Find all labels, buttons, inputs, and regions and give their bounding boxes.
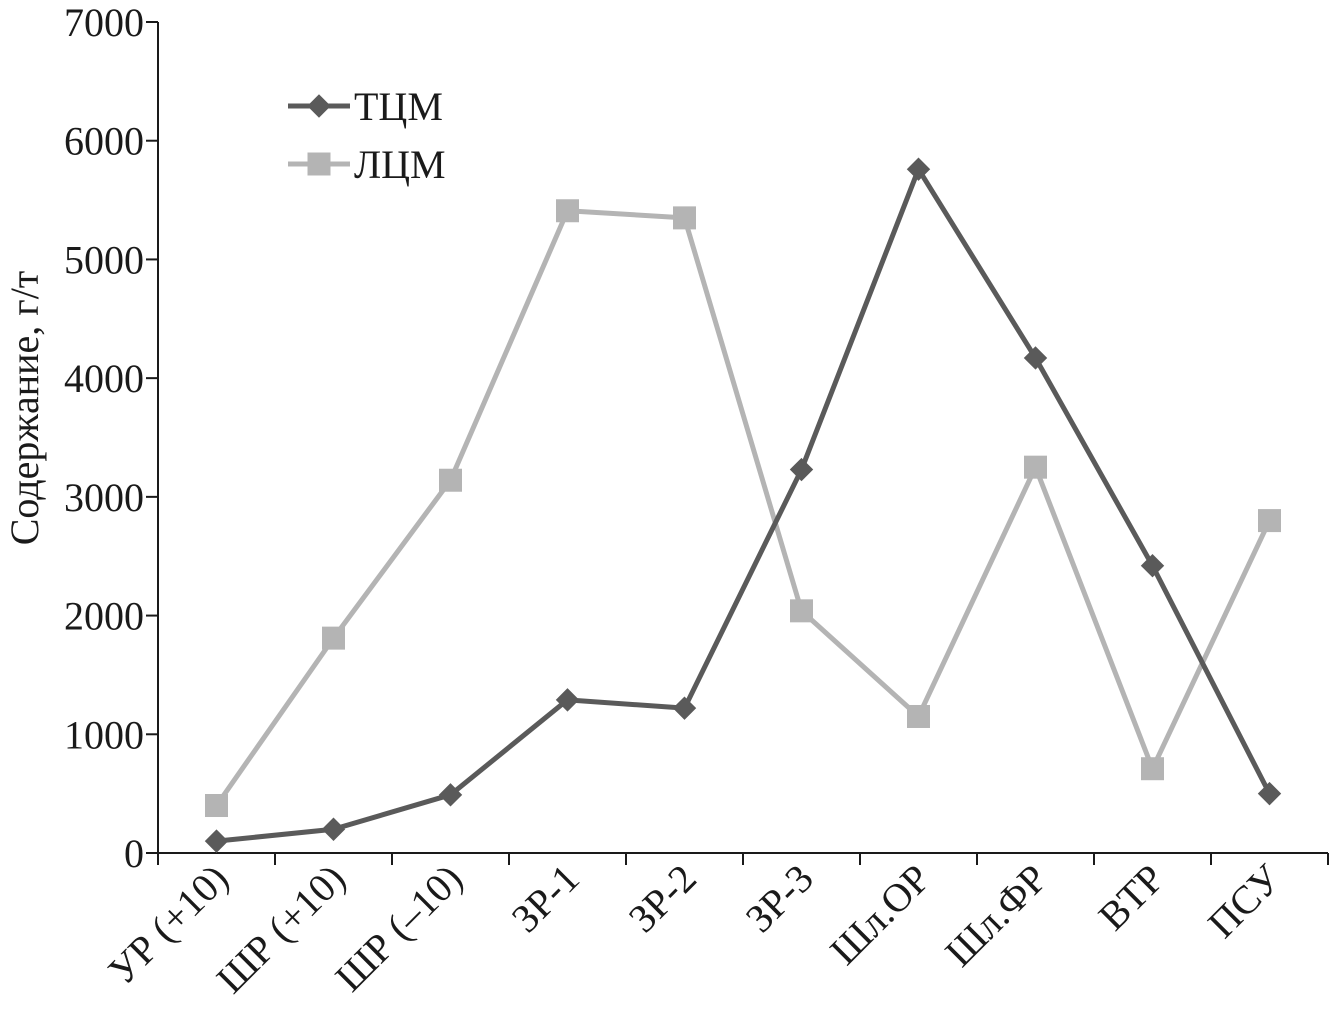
x-category-label: Шл.ОР <box>821 856 939 974</box>
y-tick-label: 5000 <box>64 237 144 282</box>
x-category-label: ВТР <box>1090 856 1173 939</box>
data-point <box>789 457 814 482</box>
y-tick-label: 6000 <box>64 119 144 164</box>
series-line <box>216 166 1272 844</box>
x-category-label: ЗР-1 <box>503 856 588 941</box>
y-axis-label: Содержание, г/т <box>2 271 47 546</box>
legend-item: ЛЦМ <box>288 142 446 187</box>
data-point <box>204 829 229 853</box>
data-point <box>1257 781 1282 806</box>
legend-label: ЛЦМ <box>354 142 446 187</box>
series-layer <box>204 157 1282 853</box>
data-point <box>555 688 580 712</box>
data-point <box>439 468 462 492</box>
data-point <box>673 206 696 230</box>
x-category-label: ШР (–10) <box>326 856 470 1000</box>
legend-label: ТЦМ <box>354 84 443 129</box>
data-point <box>1140 554 1165 578</box>
legend-marker <box>307 152 331 176</box>
y-tick-label: 4000 <box>64 356 144 401</box>
data-point <box>790 599 813 623</box>
x-category-label: ПСУ <box>1199 855 1290 946</box>
x-category-label: Шл.ФР <box>936 856 1056 976</box>
data-point <box>1141 757 1164 781</box>
y-tick-label: 0 <box>124 831 144 876</box>
legend-item: ТЦМ <box>288 84 443 129</box>
legend: ТЦМ ЛЦМ <box>288 84 446 187</box>
series-2 <box>205 199 1281 818</box>
data-point <box>672 696 697 720</box>
data-point <box>438 783 463 807</box>
data-point <box>1023 346 1048 370</box>
series-1 <box>204 157 1282 853</box>
y-tick-label: 1000 <box>64 712 144 757</box>
y-tick-label: 7000 <box>64 0 144 45</box>
data-point <box>205 794 228 818</box>
data-point <box>1258 509 1281 533</box>
data-point <box>321 817 346 841</box>
data-point <box>322 626 345 650</box>
x-category-label: ШР (+10) <box>208 856 354 1002</box>
data-point <box>556 199 579 223</box>
series-line <box>214 208 1272 807</box>
legend-marker <box>307 94 331 118</box>
data-point <box>907 704 930 728</box>
x-category-label: ЗР-3 <box>737 856 822 941</box>
data-point <box>1024 455 1047 479</box>
y-tick-label: 2000 <box>64 594 144 639</box>
x-category-label: ЗР-2 <box>620 856 705 941</box>
data-point <box>906 157 931 181</box>
y-tick-label: 3000 <box>64 475 144 520</box>
